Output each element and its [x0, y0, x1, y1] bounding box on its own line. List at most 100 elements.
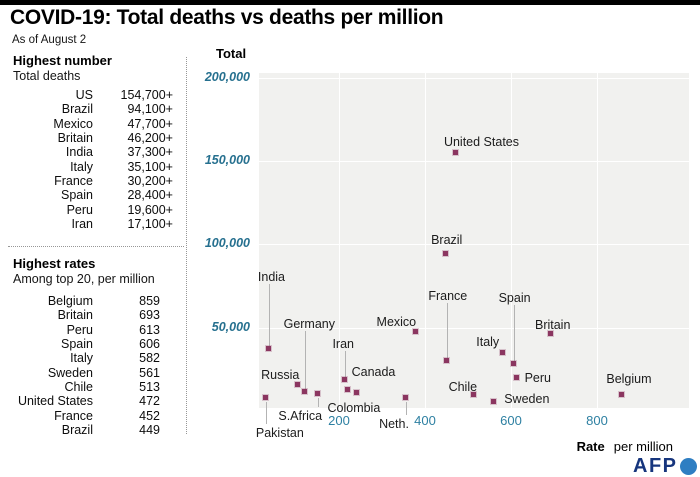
gridline-vertical [511, 73, 512, 408]
country-label: Iran [71, 217, 93, 232]
x-axis-title-unit: per million [613, 439, 673, 454]
data-point-label: Spain [498, 290, 531, 305]
data-point-label: Mexico [376, 314, 417, 329]
list-item: France 452 [13, 409, 160, 423]
value-label: 606 [139, 337, 160, 352]
data-point-label: Russia [261, 368, 300, 383]
x-tick-label: 200 [328, 413, 350, 428]
data-point-label: Sweden [504, 391, 550, 406]
country-label: Brazil [61, 423, 93, 438]
highest-number-heading: Highest number [13, 53, 112, 68]
data-point-label: Italy [476, 334, 500, 349]
value-label: 46,200+ [127, 131, 173, 146]
list-item: India 37,300+ [13, 145, 173, 159]
data-point [500, 349, 506, 355]
data-point [443, 251, 449, 257]
highest-rates-heading: Highest rates [13, 256, 96, 271]
data-point [452, 150, 458, 156]
data-point [491, 398, 497, 404]
country-label: Sweden [47, 365, 93, 380]
date-note: As of August 2 [12, 34, 87, 46]
data-point [510, 360, 516, 366]
y-tick-label: 50,000 [211, 319, 250, 334]
data-point-label: Neth. [379, 416, 409, 431]
data-point [412, 328, 418, 334]
country-label: Belgium [47, 294, 93, 308]
list-item: France 30,200+ [13, 174, 173, 188]
data-point-label: S.Africa [278, 409, 323, 423]
label-leader-line [406, 401, 408, 415]
data-point-label: Peru [524, 371, 551, 386]
country-label: Chile [64, 380, 94, 395]
data-point-label: Colombia [327, 401, 381, 415]
list-item: Iran 17,100+ [13, 217, 173, 231]
gridline-horizontal [259, 244, 689, 246]
country-label: US [75, 88, 93, 102]
data-point [342, 377, 348, 383]
data-point [403, 394, 409, 400]
list-item: Mexico 47,700+ [13, 117, 173, 131]
data-point-label: Belgium [606, 371, 652, 386]
list-item: Peru 613 [13, 323, 160, 337]
label-leader-line [318, 398, 320, 407]
gridline-vertical [597, 73, 598, 408]
data-point-label: Canada [351, 365, 396, 380]
value-label: 472 [139, 394, 160, 409]
label-leader-line [268, 283, 270, 346]
x-tick-label: 400 [414, 413, 436, 428]
gridline-horizontal [259, 327, 689, 329]
gridline-horizontal [259, 77, 689, 79]
y-tick-label: 100,000 [204, 236, 250, 251]
country-label: Italy [70, 159, 93, 174]
value-label: 47,700+ [127, 116, 173, 131]
data-point-label: Brazil [431, 233, 463, 248]
value-label: 30,200+ [127, 174, 173, 189]
list-item: Peru 19,600+ [13, 203, 173, 217]
label-leader-line [304, 331, 306, 390]
gridline-vertical [339, 73, 340, 408]
country-label: Spain [61, 337, 93, 352]
data-point [513, 375, 519, 381]
list-item: Italy 35,100+ [13, 160, 173, 174]
value-label: 19,600+ [127, 202, 173, 217]
data-point [295, 382, 301, 388]
list-item: United States 472 [13, 394, 160, 408]
data-point-label: Iran [332, 337, 354, 352]
data-point [354, 390, 360, 395]
y-tick-label: 200,000 [204, 69, 250, 84]
value-label: 513 [139, 380, 160, 395]
x-axis-title: Rate per million [577, 439, 673, 454]
value-label: 613 [139, 322, 160, 337]
country-label: Peru [66, 322, 93, 337]
data-point [619, 391, 625, 397]
data-point-label: France [428, 288, 468, 303]
list-item: Belgium 859 [13, 294, 160, 308]
y-axis-title: Total [216, 46, 247, 61]
data-point-label: India [257, 269, 286, 284]
country-label: France [54, 174, 93, 189]
list-item: Britain 46,200+ [13, 131, 173, 145]
vertical-dotted-divider [186, 57, 187, 434]
label-leader-line [447, 302, 449, 358]
value-label: 859 [139, 294, 160, 308]
country-label: United States [17, 394, 93, 409]
gridline-vertical [425, 73, 426, 408]
country-label: Italy [70, 351, 93, 366]
data-point [470, 392, 476, 398]
data-point-label: United States [443, 135, 519, 150]
value-label: 37,300+ [127, 145, 173, 160]
value-label: 28,400+ [127, 188, 173, 203]
x-axis-title-bold: Rate [576, 439, 605, 454]
data-point [315, 391, 321, 396]
afp-logo: AFP [633, 456, 697, 476]
horizontal-dotted-divider [8, 246, 184, 247]
data-point [344, 387, 350, 393]
data-point-label: Pakistan [255, 425, 304, 440]
list-item: Brazil 449 [13, 423, 160, 437]
value-label: 17,100+ [127, 217, 173, 232]
country-label: Britain [57, 308, 93, 323]
highest-rates-subheading: Among top 20, per million [13, 272, 155, 286]
country-label: France [54, 408, 93, 423]
country-label: Brazil [61, 102, 93, 117]
list-item: Italy 582 [13, 351, 160, 365]
